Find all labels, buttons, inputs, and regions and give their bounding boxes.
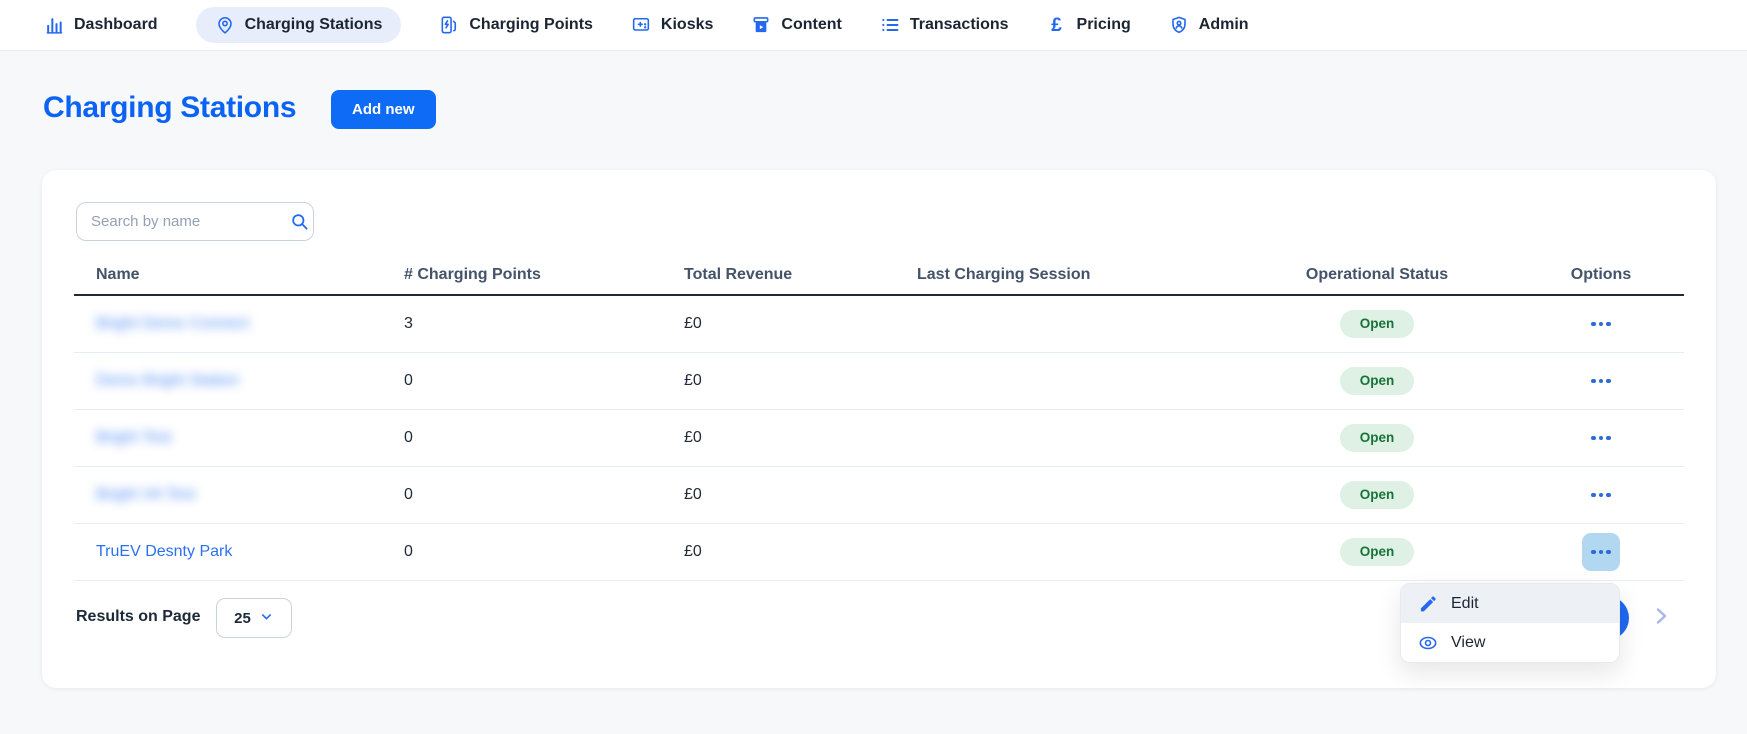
next-page-button[interactable] xyxy=(1648,604,1674,630)
ellipsis-icon xyxy=(1591,435,1611,441)
station-name-link[interactable]: Bright Test xyxy=(96,429,172,446)
page-size-value: 25 xyxy=(234,609,251,627)
station-name-link[interactable]: Bright VA Test xyxy=(96,486,196,503)
page-size-select[interactable]: 25 xyxy=(216,598,292,638)
row-options-button[interactable] xyxy=(1582,533,1620,571)
ev-charger-icon xyxy=(439,15,459,35)
status-badge: Open xyxy=(1339,309,1415,339)
charging-points-cell: 0 xyxy=(404,486,413,503)
nav-item-label: Transactions xyxy=(909,16,1009,33)
nav-item-label: Dashboard xyxy=(74,16,158,33)
pound-icon: £ xyxy=(1051,14,1062,36)
add-new-button[interactable]: Add new xyxy=(331,90,436,129)
nav-item-label: Charging Stations xyxy=(244,16,383,33)
nav-item-label: Content xyxy=(781,16,842,33)
table-header-row: Name # Charging Points Total Revenue Las… xyxy=(74,256,1684,296)
row-options-context-menu: Edit View xyxy=(1400,583,1620,663)
status-badge: Open xyxy=(1339,480,1415,510)
status-badge: Open xyxy=(1339,423,1415,453)
col-header-total-revenue: Total Revenue xyxy=(684,266,793,283)
search-icon[interactable] xyxy=(290,212,309,231)
total-revenue-cell: £0 xyxy=(684,372,702,389)
context-menu-item-label: Edit xyxy=(1451,594,1479,612)
row-options-button[interactable] xyxy=(1582,478,1620,512)
status-badge: Open xyxy=(1339,537,1415,567)
col-header-last-session: Last Charging Session xyxy=(917,266,1091,283)
map-pin-icon xyxy=(215,15,235,35)
total-revenue-cell: £0 xyxy=(684,429,702,446)
col-header-name: Name xyxy=(96,266,140,283)
total-revenue-cell: £0 xyxy=(684,543,702,560)
nav-item-label: Kiosks xyxy=(660,16,714,33)
total-revenue-cell: £0 xyxy=(684,486,702,503)
nav-item-kiosks[interactable]: Kiosks xyxy=(631,7,713,43)
total-revenue-cell: £0 xyxy=(684,315,702,332)
nav-item-label: Admin xyxy=(1198,16,1249,33)
ellipsis-icon xyxy=(1591,378,1611,384)
nav-item-label: Pricing xyxy=(1076,16,1131,33)
search-box[interactable] xyxy=(76,202,314,241)
charging-points-cell: 3 xyxy=(404,315,413,332)
admin-shield-icon xyxy=(1169,15,1189,35)
top-navigation: Dashboard Charging Stations Charging Poi… xyxy=(0,0,1747,51)
search-input[interactable] xyxy=(91,213,290,230)
bar-chart-icon xyxy=(44,15,64,35)
kiosk-icon xyxy=(631,15,651,35)
row-options-button[interactable] xyxy=(1582,421,1620,455)
table-body: Bright Demo Connect 3 £0 Open Demo Brigh… xyxy=(74,296,1684,581)
nav-item-pricing[interactable]: £ Pricing xyxy=(1047,7,1131,43)
col-header-charging-points: # Charging Points xyxy=(404,266,541,283)
chevron-right-icon xyxy=(1649,608,1673,631)
nav-item-content[interactable]: Content xyxy=(751,7,842,43)
table-row: Bright Test 0 £0 Open xyxy=(74,410,1684,467)
row-options-button[interactable] xyxy=(1582,364,1620,398)
list-icon xyxy=(880,15,900,35)
nav-item-dashboard[interactable]: Dashboard xyxy=(44,7,158,43)
ellipsis-icon xyxy=(1591,492,1611,498)
results-on-page-label: Results on Page xyxy=(76,608,201,625)
stations-card: Name # Charging Points Total Revenue Las… xyxy=(42,170,1716,688)
pencil-icon xyxy=(1418,594,1438,614)
table-row: Demo Bright Station 0 £0 Open xyxy=(74,353,1684,410)
charging-points-cell: 0 xyxy=(404,372,413,389)
table-row: Bright Demo Connect 3 £0 Open xyxy=(74,296,1684,353)
context-menu-item-label: View xyxy=(1451,633,1486,651)
charging-points-cell: 0 xyxy=(404,429,413,446)
col-header-options: Options xyxy=(1570,266,1632,283)
context-menu-item-view[interactable]: View xyxy=(1401,623,1619,662)
status-badge: Open xyxy=(1339,366,1415,396)
nav-item-transactions[interactable]: Transactions xyxy=(880,7,1009,43)
context-menu-item-edit[interactable]: Edit xyxy=(1401,584,1619,623)
charging-points-cell: 0 xyxy=(404,543,413,560)
station-name-link[interactable]: Demo Bright Station xyxy=(96,372,240,389)
ellipsis-icon xyxy=(1591,321,1611,327)
nav-item-label: Charging Points xyxy=(469,16,593,33)
col-header-operational-status: Operational Status xyxy=(1305,266,1449,283)
table-row: Bright VA Test 0 £0 Open xyxy=(74,467,1684,524)
row-options-button[interactable] xyxy=(1582,307,1620,341)
ellipsis-icon xyxy=(1591,549,1611,555)
content-box-icon xyxy=(751,15,771,35)
nav-item-admin[interactable]: Admin xyxy=(1169,7,1249,43)
station-name-link[interactable]: Bright Demo Connect xyxy=(96,315,249,332)
nav-item-charging-stations[interactable]: Charging Stations xyxy=(195,7,402,43)
eye-icon xyxy=(1418,633,1438,653)
station-name-link[interactable]: TruEV Desnty Park xyxy=(96,543,233,560)
page-title: Charging Stations xyxy=(43,91,297,124)
table-row: TruEV Desnty Park 0 £0 Open xyxy=(74,524,1684,581)
nav-item-charging-points[interactable]: Charging Points xyxy=(439,7,593,43)
chevron-down-icon xyxy=(259,609,274,628)
